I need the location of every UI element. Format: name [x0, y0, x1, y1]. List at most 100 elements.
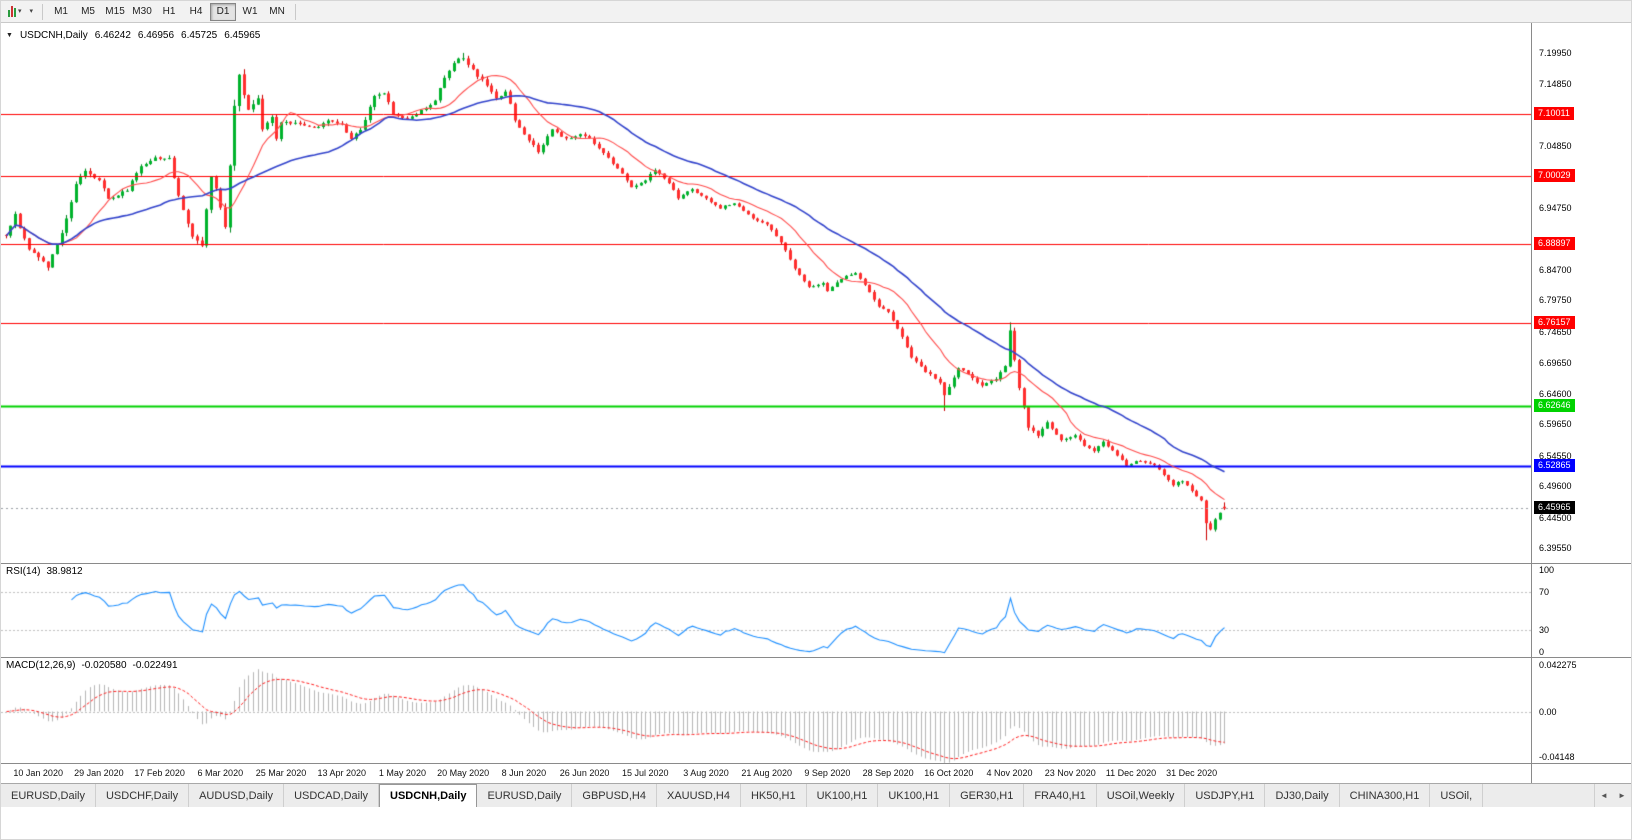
- macd-tick-label: 0.042275: [1539, 660, 1577, 670]
- toolbar-separator: [295, 3, 297, 20]
- date-label: 25 Mar 2020: [255, 768, 307, 778]
- chart-tab-fra40-h1[interactable]: FRA40,H1: [1024, 784, 1097, 807]
- macd-tick-label: -0.04148: [1539, 752, 1575, 762]
- timeframe-buttons: M1 M5 M15 M30 H1 H4 D1 W1 MN: [48, 2, 290, 21]
- date-label: 6 Mar 2020: [197, 768, 244, 778]
- date-label: 31 Dec 2020: [1166, 768, 1218, 778]
- timeframe-toolbar: ▾ ▾ M1 M5 M15 M30 H1 H4 D1 W1 MN: [1, 1, 1631, 23]
- rsi-tick-label: 0: [1539, 647, 1545, 657]
- timeframe-button-m5[interactable]: M5: [75, 3, 101, 21]
- date-label: 11 Dec 2020: [1105, 768, 1157, 778]
- quote-high: 6.46956: [137, 30, 175, 41]
- rsi-axis: 100 70 30 0: [1531, 564, 1631, 657]
- macd-info-line: MACD(12,26,9) -0.020580 -0.022491: [6, 660, 178, 671]
- date-label: 20 May 2020: [437, 768, 490, 778]
- quote-open: 6.46242: [94, 30, 131, 41]
- macd-panel: MACD(12,26,9) -0.020580 -0.022491 0.0422…: [1, 657, 1631, 764]
- chevron-down-icon: ▾: [18, 8, 22, 15]
- price-tick-label: 6.79750: [1539, 295, 1572, 306]
- templates-dropdown-button[interactable]: ▾: [26, 3, 38, 21]
- date-label: 23 Nov 2020: [1044, 768, 1096, 778]
- chart-tab-eurusd-daily[interactable]: EURUSD,Daily: [1, 784, 96, 807]
- level-price-label: 6.76157: [1534, 315, 1575, 329]
- level-price-label: 7.00029: [1534, 168, 1575, 182]
- date-label: 8 Jun 2020: [501, 768, 547, 778]
- price-tick-label: 6.44500: [1539, 512, 1572, 523]
- date-label: 13 Apr 2020: [317, 768, 366, 778]
- collapse-indicators-icon[interactable]: ▼: [6, 32, 13, 39]
- rsi-chart-canvas[interactable]: [1, 564, 1531, 658]
- chart-tab-eurusd-daily[interactable]: EURUSD,Daily: [477, 784, 573, 807]
- rsi-tick-label: 70: [1539, 587, 1550, 598]
- rsi-tick-label: 100: [1539, 565, 1555, 575]
- timeframe-button-m1[interactable]: M1: [48, 3, 74, 21]
- price-tick-label: 6.84700: [1539, 265, 1572, 275]
- chart-tab-dj30-daily[interactable]: DJ30,Daily: [1265, 784, 1340, 807]
- timeframe-button-mn[interactable]: MN: [264, 3, 290, 21]
- toolbar-separator: [42, 3, 44, 20]
- price-chart-panel: ▼ USDCNH,Daily 6.46242 6.46956 6.45725 6…: [1, 23, 1631, 563]
- date-label: 28 Sep 2020: [862, 768, 914, 778]
- macd-signal-value: -0.022491: [132, 660, 178, 671]
- timeframe-button-d1[interactable]: D1: [210, 2, 237, 21]
- chart-tab-hk50-h1[interactable]: HK50,H1: [740, 784, 807, 807]
- level-price-label: 6.62646: [1534, 398, 1575, 412]
- rsi-info-line: RSI(14) 38.9812: [6, 566, 83, 577]
- timeframe-button-h1[interactable]: H1: [156, 3, 182, 21]
- chart-tabs-bar: EURUSD,Daily USDCHF,Daily AUDUSD,Daily USDC…: [1, 783, 1631, 807]
- rsi-label: RSI(14): [6, 566, 41, 577]
- level-price-label: 6.52865: [1534, 459, 1575, 472]
- chart-tab-usdcnh-daily[interactable]: USDCNH,Daily: [379, 784, 478, 807]
- quote-close: 6.45965: [224, 30, 261, 41]
- chart-tab-ger30-h1[interactable]: GER30,H1: [950, 784, 1025, 807]
- chart-tab-usdchf-daily[interactable]: USDCHF,Daily: [95, 784, 190, 807]
- chart-tab-audusd-daily[interactable]: AUDUSD,Daily: [189, 784, 285, 807]
- time-axis-corner: [1531, 764, 1631, 783]
- date-label: 15 Jul 2020: [622, 768, 669, 778]
- chart-tab-usdcad-daily[interactable]: USDCAD,Daily: [284, 784, 380, 807]
- price-tick-label: 6.64600: [1539, 388, 1572, 399]
- price-chart-canvas[interactable]: [1, 23, 1531, 563]
- chart-tab-usoil-weekly[interactable]: USOil,Weekly: [1096, 784, 1186, 807]
- date-label: 16 Oct 2020: [924, 768, 974, 778]
- timeframe-button-h4[interactable]: H4: [183, 3, 209, 21]
- price-axis: 7.19950 7.14850 7.04850 6.94750 6.84700 6.797…: [1531, 23, 1631, 563]
- chart-tab-usoil-[interactable]: USOil,: [1430, 784, 1484, 807]
- date-label: 21 Aug 2020: [741, 768, 792, 778]
- rsi-tick-label: 30: [1539, 624, 1550, 635]
- date-label: 3 Aug 2020: [683, 768, 729, 778]
- current-price-label: 6.45965: [1534, 501, 1575, 515]
- tab-scroll-left-icon[interactable]: ◄: [1600, 791, 1608, 800]
- price-tick-label: 6.54550: [1539, 450, 1572, 461]
- chart-tab-uk100-h1[interactable]: UK100,H1: [878, 784, 951, 807]
- chart-tab-china300-h1[interactable]: CHINA300,H1: [1339, 784, 1431, 807]
- chart-symbol-period: USDCNH,Daily: [19, 30, 88, 41]
- chart-tab-xauusd-h4[interactable]: XAUUSD,H4: [656, 784, 741, 807]
- date-label: 17 Feb 2020: [134, 768, 185, 778]
- time-axis: 10 Jan 2020 29 Jan 2020 17 Feb 2020 6 Mar 2…: [1, 763, 1631, 783]
- chart-tab-usdjpy-h1[interactable]: USDJPY,H1: [1185, 784, 1266, 807]
- tab-scroll-arrows: ◄ ►: [1594, 784, 1631, 807]
- price-tick-label: 6.59650: [1539, 419, 1572, 430]
- timeframe-button-w1[interactable]: W1: [237, 3, 263, 21]
- chart-tab-gbpusd-h4[interactable]: GBPUSD,H4: [572, 784, 657, 807]
- chart-info-line: ▼ USDCNH,Daily 6.46242 6.46956 6.45725 6…: [6, 30, 260, 41]
- chart-tab-uk100-h1[interactable]: UK100,H1: [806, 784, 879, 807]
- macd-axis: 0.042275 0.00 -0.04148: [1531, 658, 1631, 763]
- timeframe-button-m30[interactable]: M30: [129, 3, 155, 21]
- level-price-label: 6.88897: [1534, 237, 1575, 251]
- rsi-panel: RSI(14) 38.9812 100 70 30 0: [1, 563, 1631, 658]
- chart-type-button[interactable]: ▾: [4, 3, 26, 21]
- chart-type-icon: [8, 6, 16, 17]
- macd-label: MACD(12,26,9): [6, 660, 76, 671]
- date-label: 9 Sep 2020: [804, 768, 851, 778]
- quote-low: 6.45725: [181, 30, 218, 41]
- tab-scroll-right-icon[interactable]: ►: [1618, 791, 1626, 800]
- macd-tick-label: 0.00: [1539, 706, 1557, 717]
- chevron-down-icon: ▾: [29, 8, 34, 15]
- price-tick-label: 7.04850: [1539, 140, 1572, 151]
- timeframe-button-m15[interactable]: M15: [102, 3, 128, 21]
- macd-chart-canvas[interactable]: [1, 658, 1531, 764]
- price-tick-label: 6.74650: [1539, 326, 1572, 337]
